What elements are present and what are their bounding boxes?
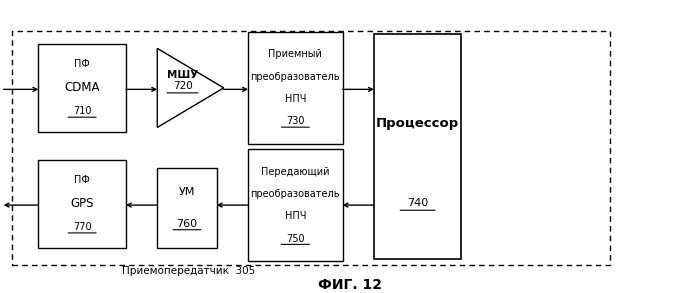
Text: 740: 740 <box>407 198 428 208</box>
Text: GPS: GPS <box>71 197 94 210</box>
Text: 710: 710 <box>73 106 92 116</box>
Text: Процессор: Процессор <box>376 117 459 130</box>
Text: 770: 770 <box>73 222 92 232</box>
Text: Приемный: Приемный <box>268 50 322 59</box>
Text: Приемопередатчик  305: Приемопередатчик 305 <box>122 266 255 276</box>
Text: CDMA: CDMA <box>64 81 100 94</box>
Bar <box>248 32 343 144</box>
Text: преобразователь: преобразователь <box>250 189 340 199</box>
Text: 760: 760 <box>176 219 198 229</box>
Text: 730: 730 <box>286 116 305 126</box>
Bar <box>38 160 126 248</box>
Text: ФИГ. 12: ФИГ. 12 <box>317 278 382 292</box>
Text: УМ: УМ <box>179 187 195 197</box>
Text: МШУ: МШУ <box>167 70 198 80</box>
Text: 750: 750 <box>286 234 305 243</box>
Bar <box>157 168 217 248</box>
Bar <box>12 31 610 265</box>
Text: ПФ: ПФ <box>74 175 90 185</box>
Text: ПФ: ПФ <box>74 59 90 69</box>
Bar <box>374 34 461 259</box>
Text: НПЧ: НПЧ <box>284 211 306 221</box>
Text: Передающий: Передающий <box>261 167 329 177</box>
Bar <box>248 149 343 261</box>
Bar <box>38 44 126 132</box>
Text: 720: 720 <box>173 81 192 91</box>
Text: НПЧ: НПЧ <box>284 94 306 104</box>
Text: преобразователь: преобразователь <box>250 72 340 82</box>
